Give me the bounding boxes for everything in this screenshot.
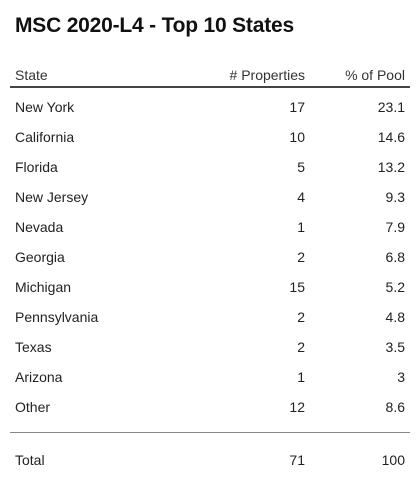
total-label: Total [15,452,45,468]
state-cell: Pennsylvania [15,309,99,325]
table-row: New York 17 23.1 [10,92,410,122]
table-row: Texas 2 3.5 [10,332,410,362]
state-cell: New Jersey [15,189,89,205]
properties-cell: 1 [297,369,305,385]
state-cell: Georgia [15,249,65,265]
table-row: California 10 14.6 [10,122,410,152]
table-row: Arizona 1 3 [10,362,410,392]
properties-cell: 5 [297,159,305,175]
pool-cell: 9.3 [385,189,405,205]
state-cell: Florida [15,159,58,175]
pool-cell: 8.6 [385,399,405,415]
total-properties: 71 [289,452,305,468]
properties-cell: 1 [297,219,305,235]
table-row: Pennsylvania 2 4.8 [10,302,410,332]
pool-cell: 23.1 [377,99,405,115]
states-table: State # Properties % of Pool New York 17… [10,64,410,479]
state-cell: Texas [15,339,52,355]
properties-cell: 2 [297,339,305,355]
state-cell: California [15,129,75,145]
page-title: MSC 2020-L4 - Top 10 States [15,14,294,37]
pool-cell: 3.5 [385,339,405,355]
pool-cell: 5.2 [385,279,405,295]
table-row: Other 12 8.6 [10,392,410,422]
properties-cell: 4 [297,189,305,205]
table-row: New Jersey 4 9.3 [10,182,410,212]
header-pool: % of Pool [345,67,405,83]
table-row: Michigan 15 5.2 [10,272,410,302]
pool-cell: 3 [397,369,405,385]
total-divider [10,432,410,433]
table-row: Florida 5 13.2 [10,152,410,182]
properties-cell: 10 [289,129,305,145]
total-row: Total 71 100 [10,433,410,479]
properties-cell: 2 [297,249,305,265]
table-row: Georgia 2 6.8 [10,242,410,272]
header-state: State [15,67,48,83]
state-cell: Other [15,399,51,415]
state-cell: Arizona [15,369,63,385]
pool-cell: 6.8 [385,249,405,265]
pool-cell: 4.8 [385,309,405,325]
properties-cell: 12 [289,399,305,415]
table-row: Nevada 1 7.9 [10,212,410,242]
properties-cell: 15 [289,279,305,295]
pool-cell: 7.9 [385,219,405,235]
state-cell: Michigan [15,279,72,295]
properties-cell: 2 [297,309,305,325]
pool-cell: 13.2 [377,159,405,175]
total-pool: 100 [381,452,405,468]
pool-cell: 14.6 [377,129,405,145]
table-spacer [10,422,410,432]
state-cell: New York [15,99,75,115]
state-cell: Nevada [15,219,64,235]
table-header-row: State # Properties % of Pool [10,64,410,88]
properties-cell: 17 [289,99,305,115]
header-properties: # Properties [229,67,305,83]
